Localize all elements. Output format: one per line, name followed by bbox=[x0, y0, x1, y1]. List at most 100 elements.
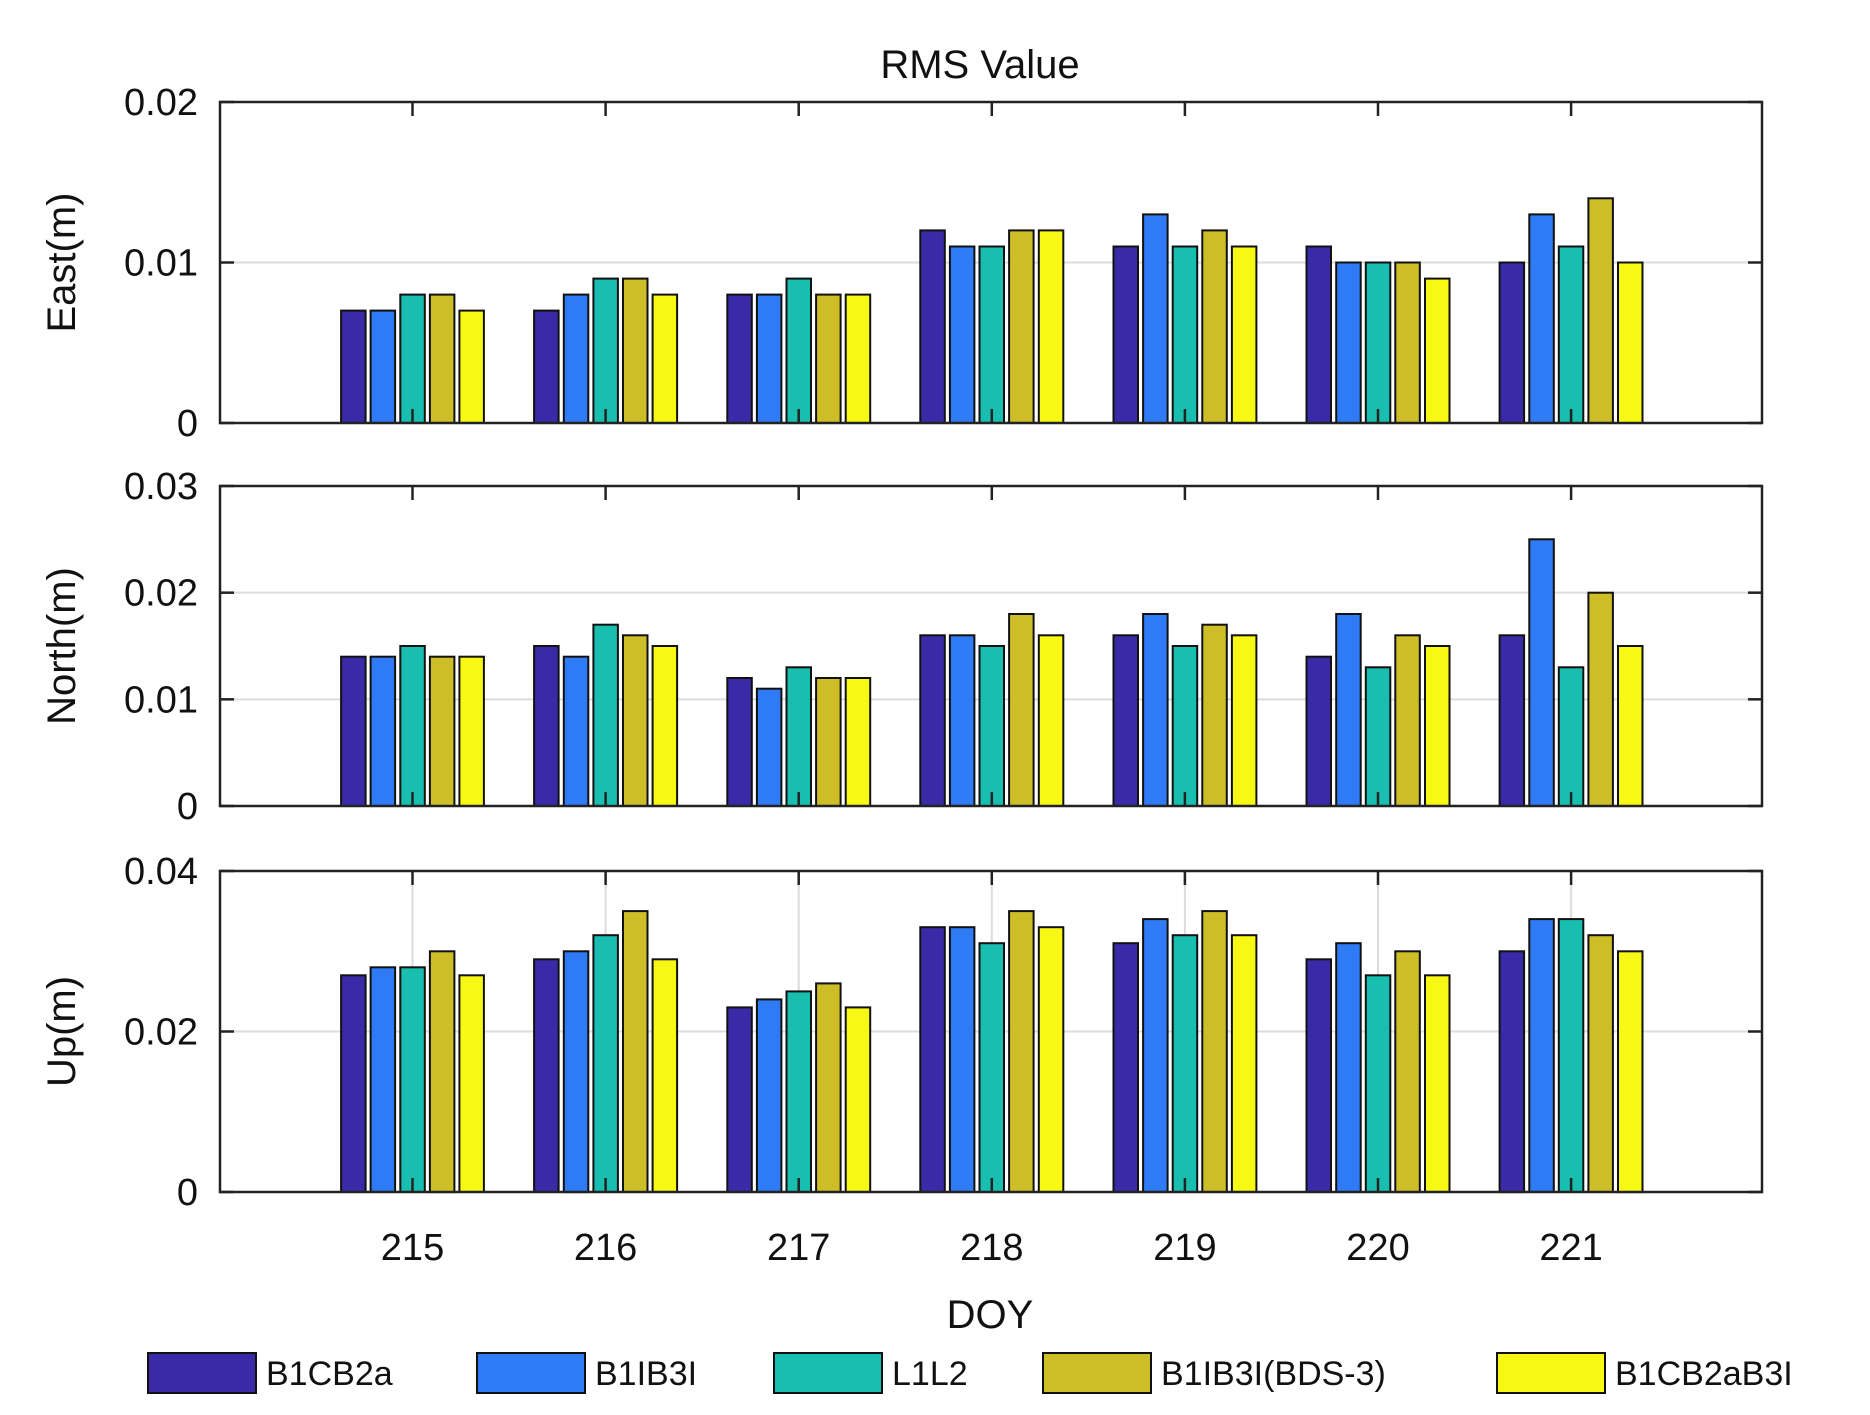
legend-item-L1L2: L1L2 bbox=[773, 1352, 968, 1394]
y-tick-label: 0.01 bbox=[124, 679, 198, 721]
bar-L1L2-221 bbox=[1557, 666, 1585, 807]
bar-B1CB2a-216 bbox=[533, 958, 560, 1193]
x-axis-label: DOY bbox=[947, 1293, 1034, 1337]
bar-B1CB2a-217 bbox=[726, 677, 753, 807]
bar-B1IB3I(BDS-3)-216 bbox=[622, 277, 649, 424]
bar-L1L2-219 bbox=[1171, 934, 1199, 1193]
bar-B1CB2a-220 bbox=[1305, 958, 1332, 1193]
bar-L1L2-220 bbox=[1364, 666, 1392, 807]
bar-L1L2-219 bbox=[1171, 645, 1199, 807]
bar-B1IB3I(BDS-3)-217 bbox=[815, 293, 842, 424]
bar-B1CB2aB3I-217 bbox=[844, 1006, 872, 1194]
chart-title: RMS Value bbox=[880, 43, 1079, 87]
bar-B1IB3I(BDS-3)-221 bbox=[1587, 934, 1614, 1193]
bar-L1L2-220 bbox=[1364, 974, 1392, 1193]
bar-B1IB3I-215 bbox=[369, 966, 397, 1193]
legend-swatch bbox=[1496, 1352, 1606, 1394]
bar-B1CB2aB3I-218 bbox=[1037, 634, 1065, 807]
chart-panels: 0 0.01 0.02 East(m) 0 0.01 0.02 0.03 North(m) 0 0.… bbox=[40, 82, 1764, 1214]
bar-B1CB2a-218 bbox=[919, 229, 946, 424]
bar-L1L2-221 bbox=[1557, 918, 1585, 1193]
legend-label: B1IB3I(BDS-3) bbox=[1161, 1355, 1386, 1393]
legend-item-B1IB3I: B1IB3I bbox=[476, 1352, 697, 1394]
bar-L1L2-217 bbox=[785, 666, 812, 807]
bar-B1CB2aB3I-221 bbox=[1617, 950, 1644, 1194]
bar-B1CB2a-216 bbox=[533, 309, 560, 425]
bar-B1CB2aB3I-221 bbox=[1617, 645, 1644, 807]
legend-item-B1IB3I(BDS-3): B1IB3I(BDS-3) bbox=[1042, 1352, 1386, 1394]
bar-B1IB3I-220 bbox=[1335, 613, 1362, 807]
bar-B1CB2a-215 bbox=[340, 309, 367, 425]
bar-B1CB2aB3I-216 bbox=[651, 958, 679, 1193]
legend-item-B1CB2a: B1CB2a bbox=[147, 1352, 393, 1394]
bar-L1L2-218 bbox=[978, 942, 1005, 1194]
bar-L1L2-218 bbox=[978, 245, 1005, 424]
bar-B1IB3I-221 bbox=[1528, 918, 1555, 1193]
bar-B1IB3I-219 bbox=[1142, 918, 1169, 1193]
bar-B1IB3I-218 bbox=[948, 926, 976, 1193]
bar-B1IB3I-218 bbox=[948, 245, 976, 424]
bar-B1IB3I-217 bbox=[755, 998, 783, 1194]
bar-B1CB2a-217 bbox=[726, 293, 753, 424]
legend-swatch bbox=[773, 1352, 883, 1394]
bar-B1IB3I-216 bbox=[562, 293, 590, 424]
y-tick-label: 0.03 bbox=[124, 466, 198, 508]
bar-B1CB2aB3I-218 bbox=[1037, 926, 1065, 1193]
bar-B1IB3I(BDS-3)-218 bbox=[1008, 910, 1035, 1193]
bar-B1CB2aB3I-219 bbox=[1230, 245, 1258, 424]
y-axis-label: East(m) bbox=[40, 193, 84, 333]
bar-B1CB2aB3I-216 bbox=[651, 645, 679, 807]
bar-B1IB3I(BDS-3)-219 bbox=[1201, 623, 1228, 808]
bar-B1IB3I-218 bbox=[948, 634, 976, 807]
bar-B1CB2aB3I-220 bbox=[1424, 645, 1451, 807]
bar-L1L2-215 bbox=[399, 293, 426, 424]
bar-B1CB2a-215 bbox=[340, 655, 367, 808]
legend-label: B1IB3I bbox=[595, 1355, 697, 1393]
bar-B1IB3I(BDS-3)-220 bbox=[1394, 950, 1421, 1194]
bar-B1IB3I(BDS-3)-215 bbox=[428, 950, 456, 1194]
legend-item-B1CB2aB3I: B1CB2aB3I bbox=[1496, 1352, 1793, 1394]
legend: B1CB2a B1IB3I L1L2 B1IB3I(BDS-3) B1CB2aB3I bbox=[147, 1352, 1793, 1394]
bar-B1IB3I-215 bbox=[369, 655, 397, 808]
bar-L1L2-215 bbox=[399, 645, 426, 807]
bar-B1CB2aB3I-220 bbox=[1424, 277, 1451, 424]
bar-B1CB2a-217 bbox=[726, 1006, 753, 1194]
bar-B1CB2aB3I-217 bbox=[844, 677, 872, 807]
bar-B1IB3I(BDS-3)-217 bbox=[815, 677, 842, 807]
bar-B1IB3I(BDS-3)-221 bbox=[1587, 591, 1614, 808]
x-tick-label: 219 bbox=[1153, 1227, 1216, 1269]
bar-B1IB3I(BDS-3)-216 bbox=[622, 910, 649, 1193]
bar-B1IB3I(BDS-3)-216 bbox=[622, 634, 649, 807]
x-tick-label: 217 bbox=[767, 1227, 830, 1269]
bar-B1CB2aB3I-215 bbox=[458, 309, 485, 425]
bar-B1CB2a-219 bbox=[1112, 634, 1139, 807]
bar-B1IB3I(BDS-3)-221 bbox=[1587, 197, 1614, 424]
bar-B1IB3I-220 bbox=[1335, 261, 1362, 424]
bar-B1CB2a-219 bbox=[1112, 942, 1139, 1194]
bar-B1CB2aB3I-215 bbox=[458, 655, 485, 808]
y-tick-label: 0.02 bbox=[124, 1012, 198, 1054]
bar-B1CB2aB3I-219 bbox=[1230, 934, 1258, 1193]
legend-label: B1CB2a bbox=[266, 1355, 393, 1393]
y-tick-label: 0 bbox=[177, 403, 198, 445]
bar-B1CB2aB3I-219 bbox=[1230, 634, 1258, 807]
bar-B1CB2a-218 bbox=[919, 926, 946, 1193]
bar-B1IB3I(BDS-3)-220 bbox=[1394, 634, 1421, 807]
bar-B1IB3I-219 bbox=[1142, 613, 1169, 807]
bar-B1CB2aB3I-218 bbox=[1037, 229, 1065, 424]
x-tick-label: 216 bbox=[574, 1227, 637, 1269]
bar-B1IB3I(BDS-3)-219 bbox=[1201, 910, 1228, 1193]
bar-B1IB3I-216 bbox=[562, 950, 590, 1194]
bar-B1IB3I-215 bbox=[369, 309, 397, 425]
x-tick-label: 221 bbox=[1539, 1227, 1602, 1269]
bar-B1IB3I(BDS-3)-217 bbox=[815, 982, 842, 1194]
legend-swatch bbox=[147, 1352, 257, 1394]
bar-B1IB3I-216 bbox=[562, 655, 590, 808]
bar-B1IB3I-221 bbox=[1528, 538, 1555, 807]
bar-L1L2-217 bbox=[785, 277, 812, 424]
bar-B1CB2aB3I-215 bbox=[458, 974, 485, 1193]
bar-L1L2-216 bbox=[592, 934, 619, 1193]
y-axis-label: North(m) bbox=[40, 567, 84, 725]
legend-swatch bbox=[1042, 1352, 1152, 1394]
